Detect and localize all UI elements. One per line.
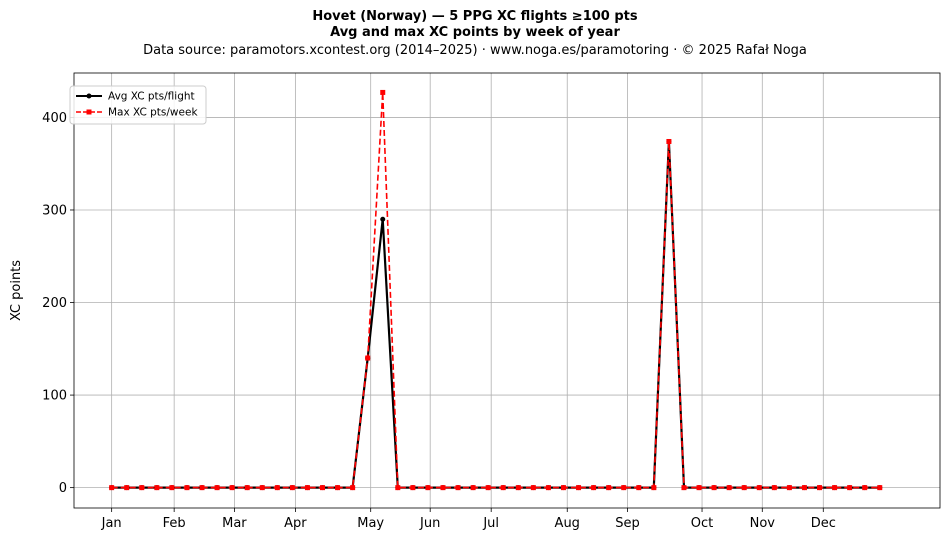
data-source-note: Data source: paramotors.xcontest.org (20… — [143, 43, 807, 58]
chart-subtitle: Avg and max XC points by week of year — [330, 25, 620, 40]
data-point — [847, 485, 853, 491]
legend-label: Avg XC pts/flight — [108, 91, 195, 103]
data-point — [621, 485, 627, 491]
x-tick-label: Aug — [555, 516, 580, 531]
chart-title: Hovet (Norway) — 5 PPG XC flights ≥100 p… — [312, 9, 638, 24]
data-point — [576, 485, 582, 491]
x-tick-label: Feb — [163, 516, 186, 531]
x-tick-label: Mar — [222, 516, 247, 531]
grid-lines — [74, 73, 940, 508]
y-tick-label: 200 — [42, 296, 67, 311]
data-point — [335, 485, 341, 491]
data-point — [545, 485, 551, 491]
data-point — [515, 485, 521, 491]
data-point — [455, 485, 461, 491]
series-2 — [109, 89, 883, 491]
data-point — [259, 485, 265, 491]
data-point — [485, 485, 491, 491]
y-tick-label: 100 — [42, 389, 67, 404]
data-point — [184, 485, 190, 491]
data-point — [560, 485, 566, 491]
data-point — [606, 485, 612, 491]
data-point — [771, 485, 777, 491]
data-point — [666, 138, 672, 144]
data-point — [470, 485, 476, 491]
data-point — [786, 485, 792, 491]
data-point — [591, 485, 597, 491]
data-point — [425, 485, 431, 491]
data-point — [500, 485, 506, 491]
x-tick-label: Jul — [482, 516, 499, 531]
data-point — [274, 485, 280, 491]
data-point — [711, 485, 717, 491]
series-1 — [109, 138, 883, 491]
series-line — [111, 141, 880, 489]
x-tick-label: Jun — [419, 516, 440, 531]
y-tick-label: 400 — [42, 111, 67, 126]
data-point — [530, 485, 536, 491]
legend-marker — [86, 93, 92, 99]
plot-area-frame — [73, 72, 941, 509]
x-tick-label: Sep — [615, 516, 640, 531]
x-tick-label: Dec — [811, 516, 836, 531]
x-tick-label: Jan — [101, 516, 122, 531]
data-point — [832, 485, 838, 491]
data-point — [410, 485, 416, 491]
y-tick-label: 0 — [59, 481, 67, 496]
data-point — [756, 485, 762, 491]
data-point — [651, 485, 657, 491]
data-point — [139, 485, 145, 491]
x-tick-label: Nov — [750, 516, 776, 531]
data-point — [801, 485, 807, 491]
data-point — [380, 216, 386, 222]
data-point — [244, 485, 250, 491]
data-point — [320, 485, 326, 491]
data-point — [365, 355, 371, 361]
data-point — [636, 485, 642, 491]
data-point — [304, 485, 310, 491]
legend-label: Max XC pts/week — [108, 107, 198, 119]
data-point — [726, 485, 732, 491]
series-line — [111, 92, 880, 489]
data-point — [862, 485, 868, 491]
data-point — [169, 485, 175, 491]
data-point — [350, 485, 356, 491]
data-point — [681, 485, 687, 491]
data-point — [199, 485, 205, 491]
data-point — [214, 485, 220, 491]
y-tick-label: 300 — [42, 203, 67, 218]
data-point — [289, 485, 295, 491]
data-point — [440, 485, 446, 491]
data-point — [154, 485, 160, 491]
data-point — [817, 485, 823, 491]
data-point — [395, 485, 401, 491]
legend-box — [69, 85, 207, 125]
legend-marker — [86, 109, 92, 115]
x-tick-label: Oct — [691, 516, 713, 531]
data-point — [696, 485, 702, 491]
data-point — [380, 89, 386, 95]
data-point — [124, 485, 130, 491]
data-point — [109, 485, 115, 491]
legend: Avg XC pts/flight Max XC pts/week — [69, 85, 207, 125]
x-tick-label: May — [357, 516, 384, 531]
x-tick-label: Apr — [284, 516, 307, 531]
data-point — [229, 485, 235, 491]
y-axis-label: XC points — [9, 260, 24, 321]
data-point — [877, 485, 883, 491]
data-point — [741, 485, 747, 491]
